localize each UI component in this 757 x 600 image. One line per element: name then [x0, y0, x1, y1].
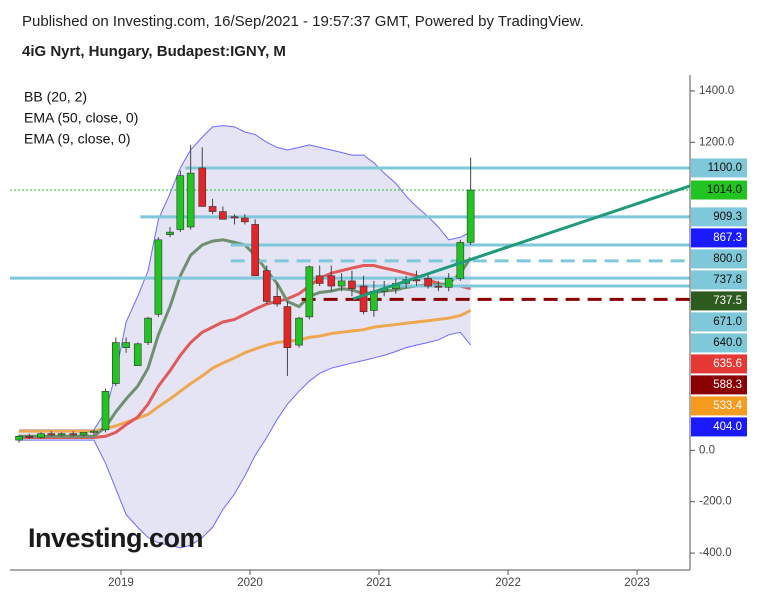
trendline [352, 184, 690, 301]
candle-body [219, 211, 227, 220]
candle-body [273, 296, 281, 305]
y-tick-label: 1400.0 [699, 85, 734, 97]
candle-body [15, 435, 23, 441]
price-tag-label: 671.0 [713, 316, 742, 328]
y-tick-label: -200.0 [699, 496, 732, 508]
x-tick-label: 2023 [624, 577, 650, 589]
candle-body [434, 285, 443, 288]
candle-body [176, 175, 185, 230]
candle-body [348, 280, 356, 289]
candle-body [466, 189, 475, 243]
candle-body [154, 239, 163, 315]
candle-body [359, 285, 368, 313]
plot-area [10, 125, 690, 549]
price-tag [691, 333, 747, 353]
candle-body [79, 432, 88, 436]
price-tag [691, 354, 747, 374]
logo: Investing.com [28, 523, 203, 553]
candle-body [251, 224, 259, 277]
price-tag-label: 533.4 [713, 400, 742, 412]
candle-body [47, 433, 56, 436]
candle-body [122, 342, 130, 348]
candle-body [133, 343, 142, 366]
legend-bb: BB (20, 2) [24, 89, 87, 105]
y-tick-label: 0.0 [699, 444, 715, 456]
candle-body [262, 270, 271, 302]
price-tag-label: 909.3 [713, 211, 742, 223]
instrument-title: 4iG Nyrt, Hungary, Budapest:IGNY, M [22, 43, 286, 60]
x-tick-label: 2021 [366, 577, 392, 589]
candle-body [90, 430, 98, 433]
price-tag [691, 180, 747, 200]
price-tag-label: 867.3 [713, 232, 742, 244]
legend-ema9: EMA (9, close, 0) [24, 131, 131, 147]
y-tick-label: 1200.0 [699, 136, 734, 148]
price-tag-label: 588.3 [713, 379, 742, 391]
candle-body [69, 433, 78, 436]
price-tag-label: 1100.0 [708, 162, 742, 174]
price-tag [691, 158, 747, 178]
candle-body [315, 275, 324, 284]
price-tag [691, 396, 747, 416]
price-tag-label: 635.6 [713, 358, 742, 370]
candle-body [283, 306, 292, 348]
candle-body [166, 231, 174, 235]
candle-body [144, 317, 152, 343]
bb-lower [19, 331, 472, 549]
price-tag [691, 228, 747, 248]
price-tag-label: 640.0 [713, 337, 742, 349]
candle-body [456, 242, 465, 279]
price-tag-label: 800.0 [713, 253, 742, 265]
candle-body [241, 217, 249, 223]
x-tick-label: 2020 [237, 577, 263, 589]
candle-body [444, 278, 453, 288]
candle-body [57, 433, 66, 436]
candle-body [337, 280, 346, 287]
price-tag-label: 404.0 [713, 421, 742, 433]
published-line: Published on Investing.com, 16/Sep/2021 … [22, 13, 584, 30]
legend-ema50: EMA (50, close, 0) [24, 110, 138, 126]
price-tag [691, 207, 747, 227]
price-tag-label: 1014.0 [707, 184, 742, 196]
price-tag-label: 737.5 [713, 295, 742, 307]
candle-body [295, 317, 303, 346]
candle-body [186, 172, 195, 228]
price-tag [691, 249, 747, 269]
bb-band [19, 125, 471, 548]
price-tag [691, 375, 747, 395]
price-tag [691, 270, 747, 290]
price-tag [691, 312, 747, 332]
candle-body [305, 266, 314, 318]
price-tag-label: 737.8 [713, 274, 742, 286]
candle-body [424, 278, 432, 287]
y-tick-label: -400.0 [699, 547, 732, 559]
candle-body [112, 342, 120, 384]
candle-body [230, 216, 239, 219]
candle-body [37, 433, 45, 438]
candle-body [25, 435, 34, 438]
x-tick-label: 2022 [495, 577, 521, 589]
candle-body [198, 167, 207, 207]
candle-body [208, 206, 217, 212]
candle-body [327, 275, 336, 287]
price-tag [691, 291, 747, 311]
candle-body [101, 391, 110, 431]
x-tick-label: 2019 [108, 577, 134, 589]
price-tag [691, 417, 747, 437]
